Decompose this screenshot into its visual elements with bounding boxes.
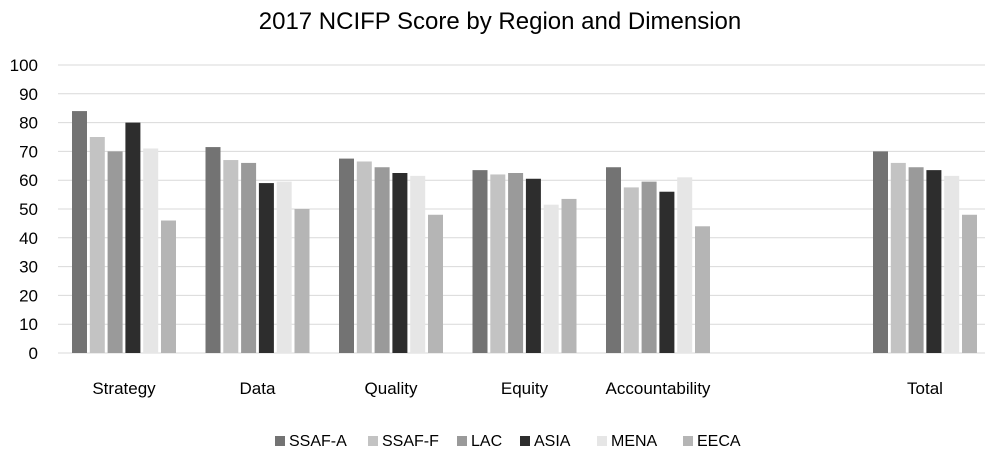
y-tick-label: 100: [10, 56, 38, 75]
bar-asia-data: [258, 183, 274, 353]
bar-lac-data: [241, 162, 257, 353]
bar-ssaf-a-accountability: [606, 167, 621, 353]
y-tick-label: 50: [19, 200, 38, 219]
legend-swatch-asia: [520, 436, 530, 446]
bar-ssaf-a-total: [873, 151, 888, 353]
legend: SSAF-A SSAF-F LAC ASIA MENA EECA: [275, 433, 741, 450]
bar-ssaf-a-data: [205, 147, 221, 353]
legend-label: SSAF-A: [289, 433, 347, 450]
bar-mena-quality: [410, 175, 426, 353]
bar-eeca-strategy: [161, 220, 176, 353]
bar-ssaf-a-equity: [472, 170, 488, 353]
bar-mena-total: [944, 175, 960, 353]
x-category-label: Strategy: [92, 379, 156, 398]
y-tick-label: 90: [19, 85, 38, 104]
legend-swatch-eeca: [683, 436, 693, 446]
x-category-label: Total: [907, 379, 943, 398]
bar-eeca-data: [294, 209, 310, 353]
bar-eeca-equity: [561, 198, 577, 353]
y-tick-label: 20: [19, 286, 38, 305]
bar-ssaf-f-data: [223, 160, 239, 353]
bar-asia-strategy: [125, 122, 141, 353]
x-axis-categories: Strategy Data Quality Equity Accountability T…: [92, 379, 943, 398]
x-category-label: Quality: [365, 379, 418, 398]
bar-mena-equity: [543, 204, 559, 353]
bar-ssaf-f-quality: [356, 161, 372, 353]
bar-eeca-accountability: [695, 226, 710, 353]
bar-lac-total: [908, 167, 924, 353]
bar-ssaf-a-strategy: [72, 111, 87, 353]
x-category-label: Data: [240, 379, 276, 398]
bar-ssaf-f-accountability: [623, 187, 639, 353]
legend-swatch-mena: [597, 436, 607, 446]
chart-title: 2017 NCIFP Score by Region and Dimension: [259, 8, 741, 35]
bar-lac-accountability: [641, 181, 657, 353]
legend-label: MENA: [611, 433, 658, 450]
y-tick-label: 60: [19, 171, 38, 190]
bar-eeca-total: [962, 214, 977, 353]
bar-mena-data: [276, 181, 292, 353]
y-tick-label: 10: [19, 315, 38, 334]
y-tick-label: 30: [19, 258, 38, 277]
bar-asia-total: [926, 170, 942, 353]
bar-lac-equity: [508, 173, 524, 353]
y-axis-ticks: 0 10 20 30 40 50 60 70 80 90 100: [10, 56, 38, 363]
bar-asia-quality: [392, 173, 408, 353]
legend-label: LAC: [471, 433, 502, 450]
bar-mena-accountability: [677, 177, 693, 353]
legend-label: ASIA: [534, 433, 571, 450]
x-category-label: Accountability: [606, 379, 711, 398]
y-tick-label: 80: [19, 114, 38, 133]
legend-swatch-ssaf-f: [368, 436, 378, 446]
legend-swatch-ssaf-a: [275, 436, 285, 446]
bar-ssaf-f-strategy: [89, 137, 105, 353]
y-tick-label: 0: [29, 344, 38, 363]
y-tick-label: 40: [19, 229, 38, 248]
bar-asia-accountability: [659, 191, 675, 353]
legend-label: SSAF-F: [382, 433, 439, 450]
bar-ssaf-f-total: [890, 162, 906, 353]
bar-lac-quality: [374, 167, 390, 353]
bar-ssaf-f-equity: [490, 174, 506, 353]
bar-ssaf-a-quality: [339, 158, 354, 353]
bar-mena-strategy: [143, 148, 159, 353]
bar-asia-equity: [525, 178, 541, 353]
bar-lac-strategy: [107, 151, 123, 353]
x-category-label: Equity: [501, 379, 549, 398]
bars: [72, 111, 977, 353]
bar-eeca-quality: [428, 214, 443, 353]
legend-swatch-lac: [457, 436, 467, 446]
y-tick-label: 70: [19, 142, 38, 161]
legend-label: EECA: [697, 433, 741, 450]
